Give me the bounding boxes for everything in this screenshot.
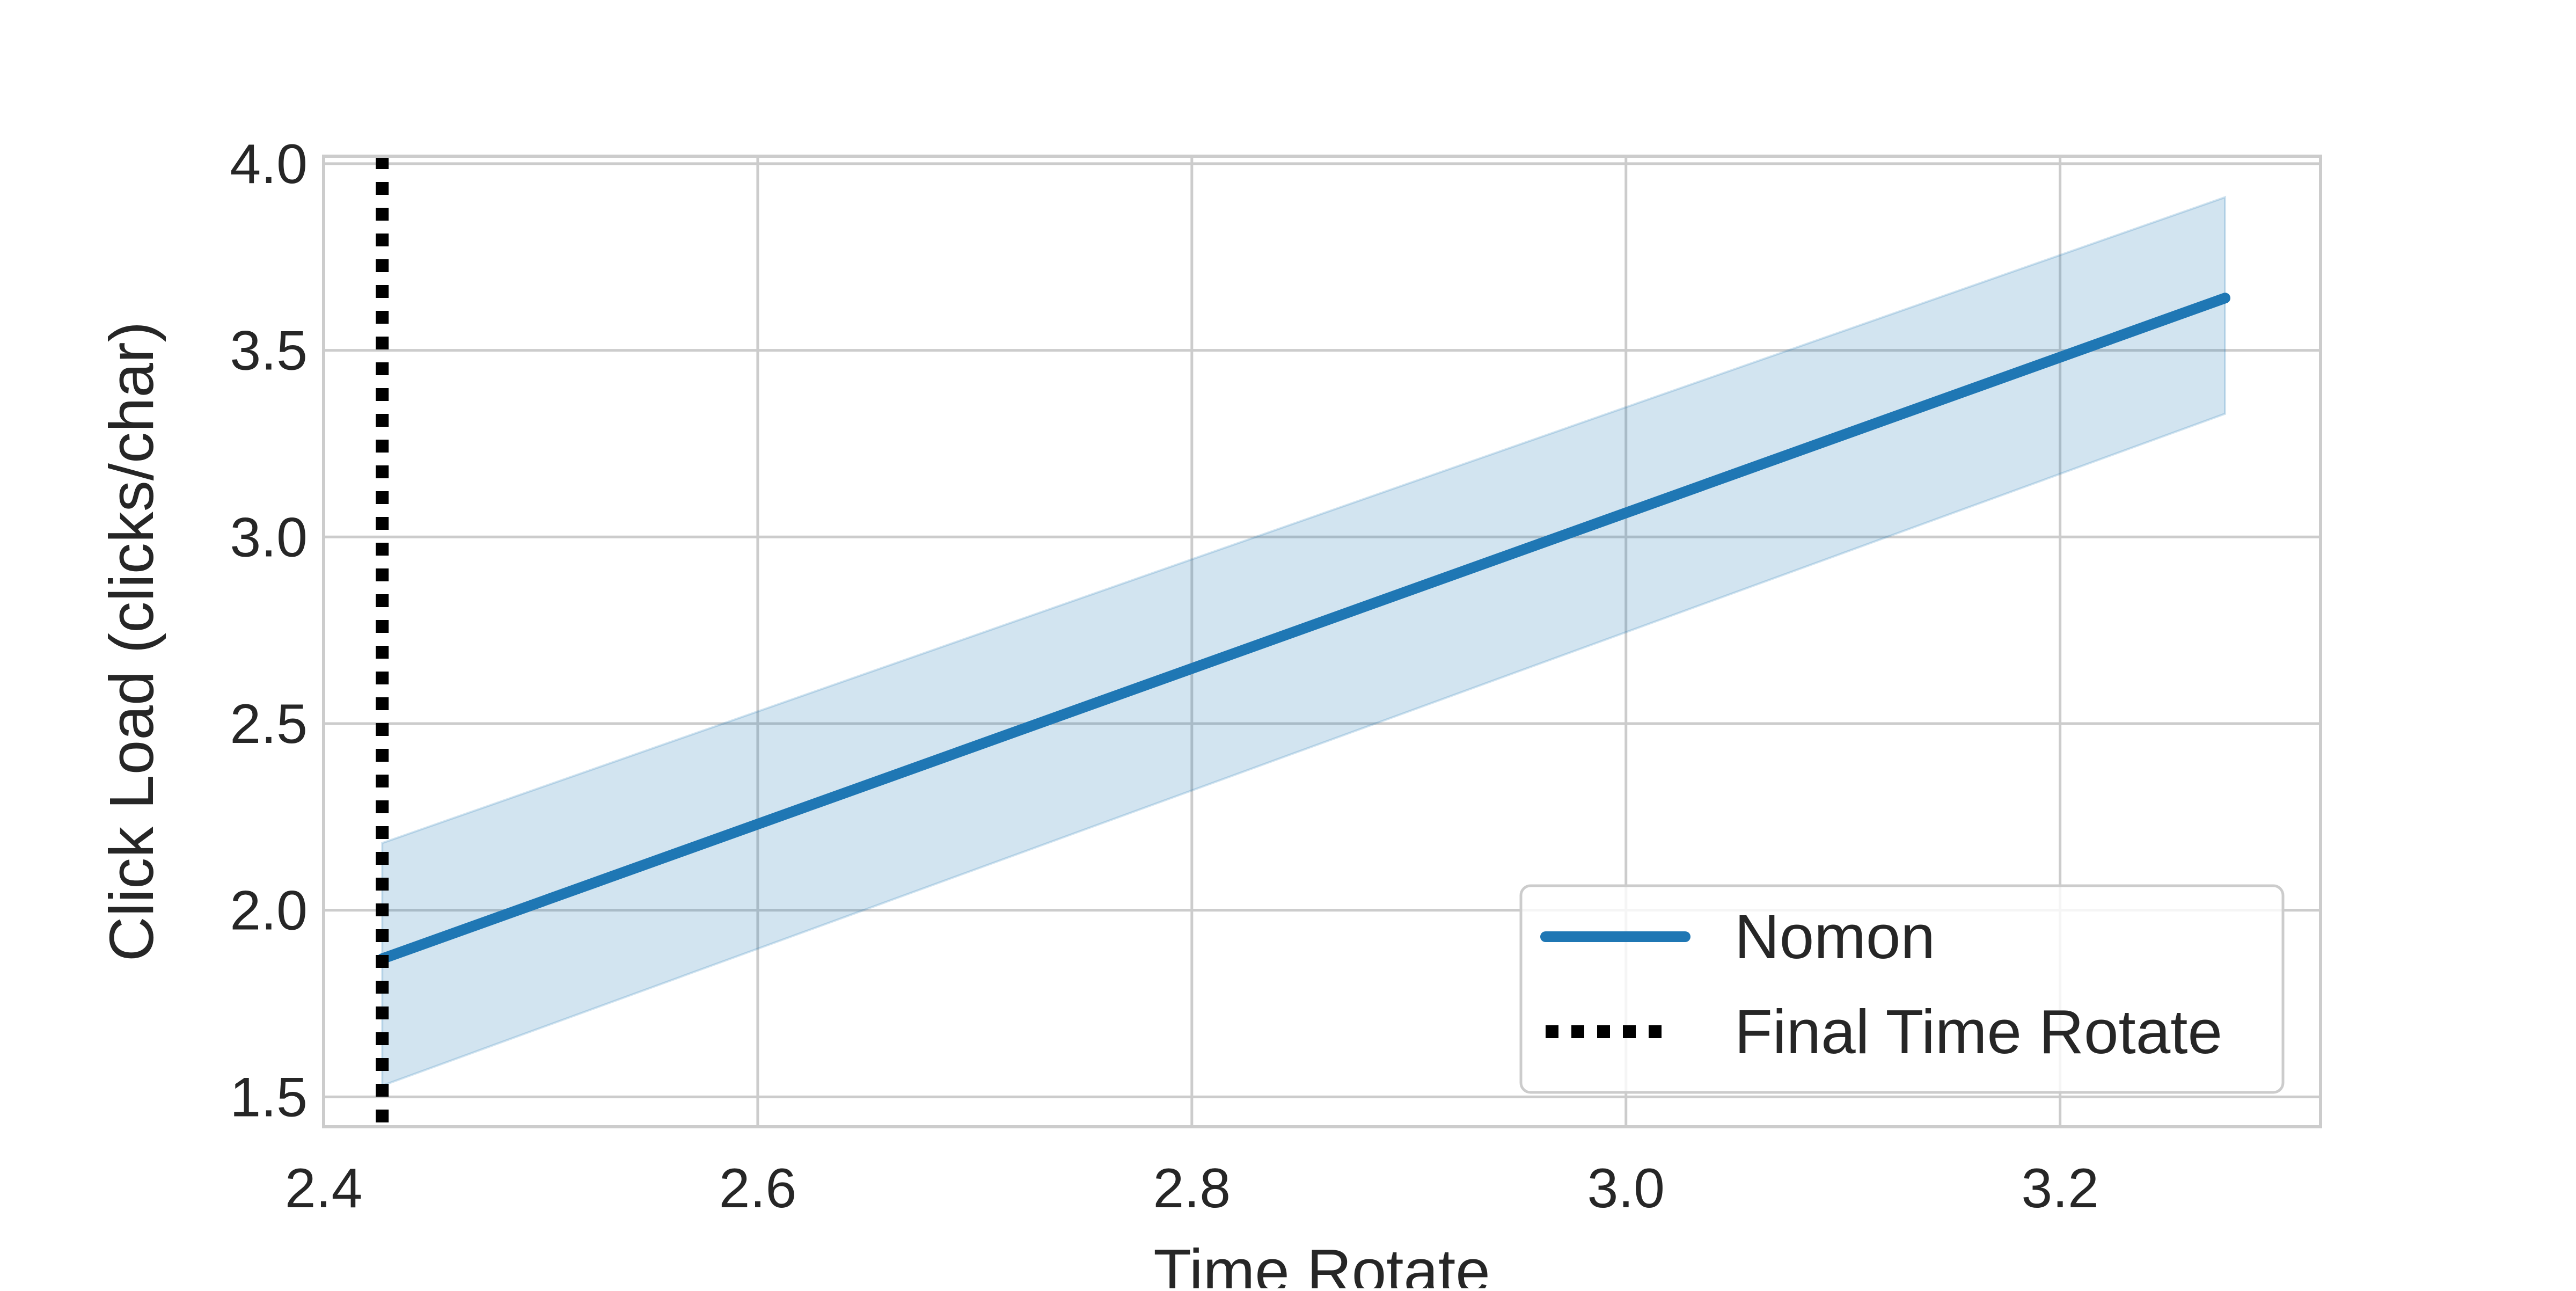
tick-labels: 2.4 2.6 2.8 3.0 3.2 1.5 2.0 2.5 3.0 3.5 4.0 — [230, 133, 2099, 1220]
x-tick-label-3: 3.0 — [1587, 1157, 1665, 1220]
legend-final-time-rotate-label: Final Time Rotate — [1735, 997, 2222, 1067]
x-tick-label-4: 3.2 — [2021, 1157, 2099, 1220]
series-lines — [377, 293, 2231, 965]
plot-frame — [322, 155, 2322, 1128]
confidence-bands — [381, 195, 2227, 1088]
legend: Nomon Final Time Rotate — [1519, 884, 2285, 1094]
x-tick-label-2: 2.8 — [1153, 1157, 1231, 1220]
confidence-band-0 — [381, 195, 2227, 1088]
y-tick-label-5: 4.0 — [230, 133, 308, 195]
x-tick-label-0: 2.4 — [285, 1157, 363, 1220]
x-axis-label: Time Rotate — [1153, 1236, 1490, 1288]
x-tick-label-1: 2.6 — [719, 1157, 797, 1220]
y-tick-label-0: 1.5 — [230, 1066, 308, 1128]
y-tick-label-4: 3.5 — [230, 320, 308, 382]
y-tick-label-2: 2.5 — [230, 693, 308, 755]
series-line-0 — [377, 293, 2231, 965]
legend-box — [1519, 884, 2285, 1094]
y-axis-label: Click Load (clicks/char) — [97, 322, 166, 962]
y-tick-label-1: 2.0 — [230, 880, 308, 942]
legend-nomon-label: Nomon — [1735, 902, 1935, 972]
y-tick-label-3: 3.0 — [230, 506, 308, 568]
